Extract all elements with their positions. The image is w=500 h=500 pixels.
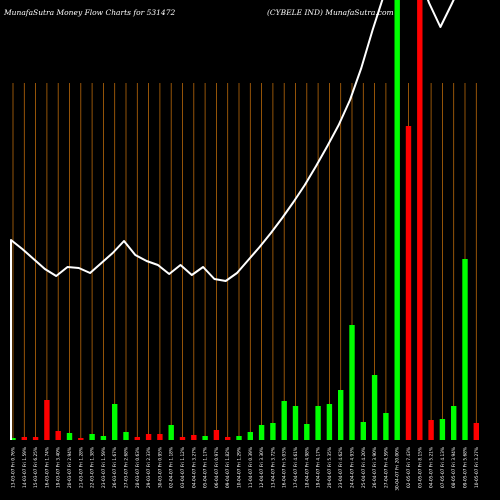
x-tick-label: 13-04-07 Fri 3.72% — [270, 447, 276, 488]
price-line — [10, 0, 455, 440]
x-tick-label: 04-04-07 Fri 3.27% — [191, 447, 197, 488]
x-tick-label: 09-05-07 Fri 5.68% — [463, 447, 469, 488]
x-tick-label: 14-03-07 Fri 1.59% — [22, 447, 28, 488]
x-tick-label: 19-04-07 Fri 4.17% — [316, 447, 322, 488]
x-tick-label: 11-04-07 Fri 0.39% — [248, 447, 254, 488]
x-tick-label: 02-05-07 Fri 7.43% — [406, 447, 412, 488]
x-tick-label: 06-04-07 Fri 0.97% — [214, 447, 220, 488]
x-tick-label: 19-03-07 Fri 3.40% — [56, 447, 62, 488]
money-flow-bar — [179, 437, 186, 440]
x-tick-label: 26-03-07 Fri 1.67% — [112, 447, 118, 488]
x-tick-label: 29-03-07 Fri 2.33% — [146, 447, 152, 488]
money-flow-bar — [66, 433, 73, 440]
x-tick-label: 21-03-07 Fri 1.28% — [78, 447, 84, 488]
money-flow-bar — [112, 404, 118, 440]
money-flow-bars — [10, 0, 479, 440]
money-flow-bar — [32, 437, 39, 440]
money-flow-bar — [304, 424, 310, 440]
x-tick-label: 08-05-07 Fri 3.94% — [451, 447, 457, 488]
x-tick-label: 28-03-07 Fri 0.63% — [135, 447, 141, 488]
x-tick-label: 10-05-07 Fri 3.27% — [474, 447, 480, 488]
money-flow-bar — [44, 400, 50, 440]
x-tick-label: 22-03-07 Fri 1.38% — [90, 447, 96, 488]
money-flow-bar — [451, 406, 457, 440]
chart-title-left: MunafaSutra Money Flow Charts for 531472 — [3, 8, 175, 17]
money-flow-bar — [338, 390, 344, 440]
money-flow-bar — [168, 425, 174, 440]
money-flow-bar — [55, 431, 61, 440]
x-tick-label: 30-03-07 Fri 0.95% — [157, 447, 163, 488]
money-flow-bar — [383, 413, 389, 440]
x-tick-label: 26-04-07 Fri 3.90% — [372, 447, 378, 488]
x-tick-label: 02-04-07 Fri 1.18% — [169, 447, 175, 488]
x-tick-label: 13-03-07 Fri 0.76% — [11, 447, 17, 488]
x-tick-label: 27-03-07 Fri 2.68% — [124, 447, 130, 488]
money-flow-bar — [145, 434, 152, 440]
x-tick-label: 20-04-07 Fri 5.35% — [327, 447, 333, 488]
money-flow-bar — [462, 259, 468, 440]
money-flow-bar — [394, 0, 400, 440]
money-flow-bar — [371, 375, 378, 440]
price-line-path — [10, 0, 455, 440]
money-flow-bar — [247, 432, 253, 440]
money-flow-bar — [473, 423, 479, 440]
money-flow-bar — [157, 434, 163, 440]
money-flow-bar — [100, 436, 107, 440]
money-flow-bar — [78, 438, 84, 440]
x-tick-label: 25-04-07 Fri 4.20% — [361, 447, 367, 488]
x-tick-label: 03-04-07 Fri 1.12% — [180, 447, 186, 488]
money-flow-bar — [315, 406, 321, 440]
x-tick-label: 10-04-07 Fri 1.29% — [237, 447, 243, 488]
money-flow-bar — [405, 126, 412, 440]
money-flow-bar — [236, 436, 242, 440]
money-flow-bar — [191, 435, 197, 440]
money-flow-bar — [417, 0, 423, 440]
money-flow-bar — [123, 432, 129, 440]
money-flow-bar — [202, 436, 208, 440]
money-flow-bar — [225, 437, 231, 440]
x-tick-label: 12-04-07 Fri 3.30% — [259, 447, 265, 488]
x-tick-label: 09-04-07 Fri 1.82% — [225, 447, 231, 488]
money-flow-bar — [270, 423, 276, 440]
x-tick-label: 16-04-07 Fri 5.03% — [282, 447, 288, 488]
money-flow-bar — [10, 438, 16, 440]
x-tick-label: 16-03-07 Fri 1.74% — [44, 447, 50, 488]
money-flow-bar — [213, 430, 220, 440]
money-flow-bar — [360, 422, 366, 440]
x-tick-labels: 13-03-07 Fri 0.76% 14-03-07 Fri 1.59% 15-0… — [11, 447, 480, 491]
x-tick-label: 18-04-07 Fri 4.98% — [304, 447, 310, 488]
money-flow-bar — [439, 419, 446, 440]
money-flow-bar — [326, 404, 333, 440]
chart-title-right: (CYBELE IND) MunafaSutra.com — [267, 8, 394, 17]
x-tick-label: 20-03-07 Fri 2.94% — [67, 447, 73, 488]
x-tick-label: 07-05-07 Fri 4.13% — [440, 447, 446, 488]
x-tick-label: 27-04-07 Fri 4.59% — [383, 447, 389, 488]
x-tick-label: 23-03-07 Fri 1.59% — [101, 447, 107, 488]
x-tick-label: 15-03-07 Fri 6.25% — [33, 447, 39, 488]
money-flow-bar — [89, 434, 95, 440]
x-tick-label: 30-04-07 Fri 20.00% — [395, 447, 401, 491]
x-tick-label: 17-04-07 Fri 4.61% — [293, 447, 299, 488]
money-flow-bar — [258, 425, 265, 440]
money-flow-bar — [428, 420, 434, 440]
money-flow-bar — [281, 401, 287, 440]
x-tick-label: 04-05-07 Fri 5.21% — [429, 447, 435, 488]
x-tick-label: 24-04-07 Fri 4.93% — [350, 447, 356, 488]
money-flow-bar — [292, 406, 299, 440]
money-flow-bar — [349, 325, 355, 440]
money-flow-bar — [134, 437, 140, 440]
x-tick-label: 23-04-07 Fri 4.62% — [338, 447, 344, 488]
x-tick-label: 05-04-07 Fri 1.17% — [203, 447, 209, 488]
money-flow-bar — [21, 437, 27, 440]
x-tick-label: 03-05-07 Fri 8.15% — [417, 447, 423, 488]
